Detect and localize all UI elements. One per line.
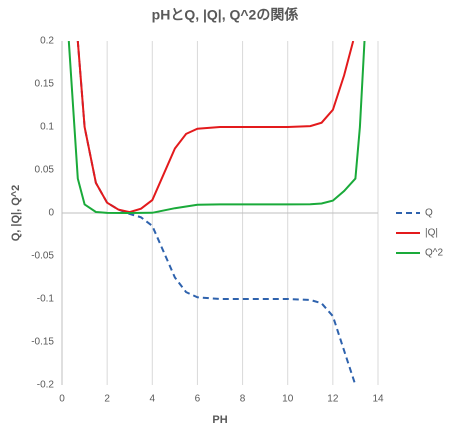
y-tick-label: -0.2 xyxy=(37,380,55,391)
x-tick-label: 12 xyxy=(327,394,339,405)
y-tick-label: -0.15 xyxy=(31,337,54,348)
x-tick-label: 0 xyxy=(59,394,65,405)
y-tick-label: 0.2 xyxy=(40,36,54,47)
series-line xyxy=(67,41,366,215)
y-tick-label: 0 xyxy=(48,208,54,219)
y-tick-label: -0.05 xyxy=(31,251,54,262)
y-tick-label: 0.15 xyxy=(35,79,55,90)
y-tick-label: 0.05 xyxy=(35,165,55,176)
legend-label: |Q| xyxy=(425,228,438,239)
y-axis-title: Q, |Q|, Q^2 xyxy=(10,185,22,242)
legend-label: Q xyxy=(425,208,433,219)
x-tick-label: 10 xyxy=(282,394,294,405)
x-tick-label: 14 xyxy=(372,394,384,405)
x-tick-label: 2 xyxy=(104,394,110,405)
x-axis-title: PH xyxy=(212,414,227,426)
y-tick-label: -0.1 xyxy=(37,294,55,305)
chart-title: pHとQ, |Q|, Q^2の関係 xyxy=(152,7,299,23)
x-tick-label: 4 xyxy=(150,394,156,405)
series-line xyxy=(76,41,355,214)
legend-label: Q^2 xyxy=(425,248,443,259)
y-tick-label: 0.1 xyxy=(40,122,54,133)
x-tick-label: 6 xyxy=(195,394,201,405)
x-tick-label: 8 xyxy=(240,394,246,405)
